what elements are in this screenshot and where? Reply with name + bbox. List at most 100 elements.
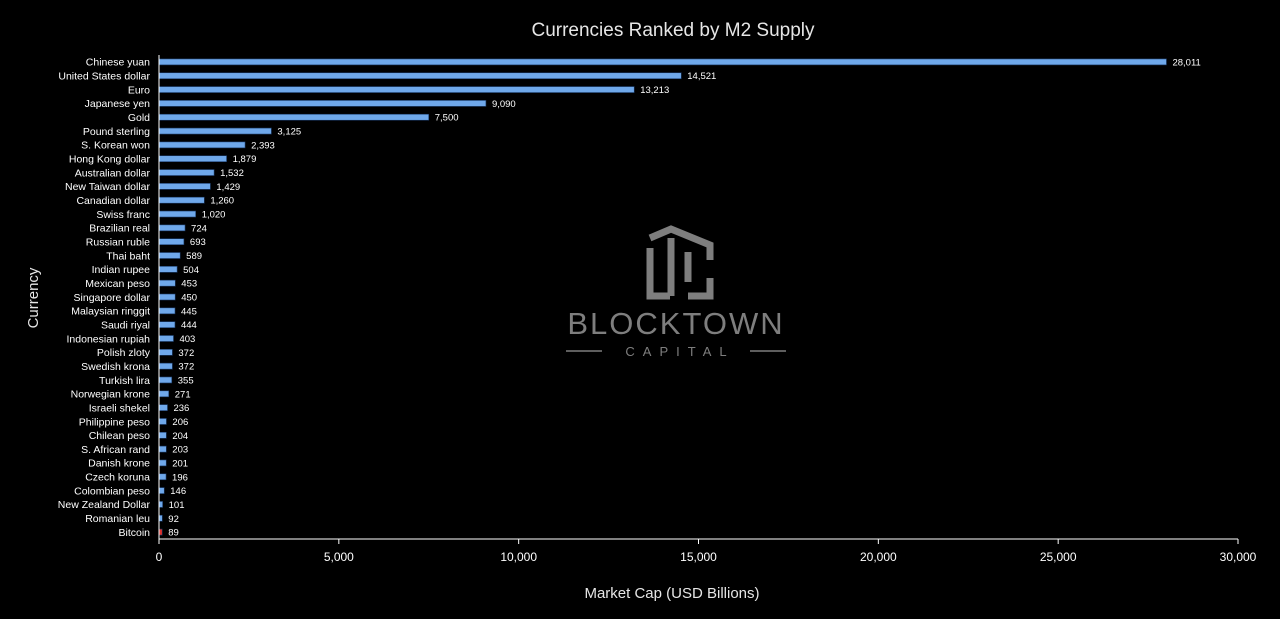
category-label-new-zealand-dollar: New Zealand Dollar: [58, 499, 151, 511]
category-label-chilean-peso: Chilean peso: [89, 430, 150, 442]
logo-mark: [646, 225, 714, 300]
category-label-indonesian-rupiah: Indonesian rupiah: [67, 333, 151, 345]
category-label-indian-rupee: Indian rupee: [92, 264, 151, 276]
bar-philippine-peso: [158, 418, 167, 425]
value-label-colombian-peso: 146: [170, 486, 186, 497]
category-label-saudi-riyal: Saudi riyal: [101, 319, 150, 331]
bar-s-korean-won: [158, 141, 246, 149]
category-label-swiss-franc: Swiss franc: [96, 209, 150, 221]
bar-turkish-lira: [158, 376, 173, 384]
value-label-japanese-yen: 9,090: [492, 99, 516, 110]
category-label-united-states-dollar: United States dollar: [58, 71, 150, 83]
bar-japanese-yen: [158, 100, 487, 107]
value-label-philippine-peso: 206: [172, 417, 188, 428]
bar-danish-krone: [158, 459, 167, 467]
bar-euro: [158, 86, 635, 93]
category-label-russian-ruble: Russian ruble: [86, 236, 150, 248]
category-label-singapore-dollar: Singapore dollar: [74, 292, 151, 304]
category-label-bitcoin: Bitcoin: [118, 527, 150, 539]
value-label-chilean-peso: 204: [172, 431, 188, 442]
chart-title: Currencies Ranked by M2 Supply: [531, 20, 815, 41]
value-label-chinese-yuan: 28,011: [1172, 57, 1200, 68]
bar-pound-sterling: [158, 127, 272, 135]
value-label-bitcoin: 89: [168, 528, 179, 539]
category-label-philippine-peso: Philippine peso: [79, 416, 150, 428]
y-axis-title: Currency: [25, 267, 42, 328]
x-ticks: 0 5,000 10,000 15,000 20,000 25,000 30,000: [156, 539, 1257, 564]
value-label-norwegian-krone: 271: [175, 389, 191, 400]
value-label-thai-baht: 589: [186, 251, 202, 262]
value-label-united-states-dollar: 14,521: [687, 71, 716, 82]
category-label-euro: Euro: [128, 84, 150, 96]
category-label-israeli-shekel: Israeli shekel: [89, 402, 150, 414]
x-tick-label: 10,000: [500, 550, 537, 564]
value-label-s-african-rand: 203: [172, 445, 188, 456]
bar-chilean-peso: [158, 431, 167, 439]
bar-new-taiwan-dollar: [158, 183, 211, 190]
bar-canadian-dollar: [158, 196, 205, 204]
bar-chinese-yuan: [158, 58, 1167, 66]
value-label-saudi-riyal: 444: [181, 320, 197, 331]
x-axis-title: Market Cap (USD Billions): [584, 585, 759, 602]
value-label-swedish-krona: 372: [178, 362, 194, 373]
bar-indian-rupee: [158, 266, 178, 273]
bar-new-zealand-dollar: [158, 501, 163, 508]
x-tick-label: 25,000: [1040, 550, 1077, 564]
watermark-sub: CAPITAL: [625, 344, 734, 359]
value-label-indonesian-rupiah: 403: [179, 334, 195, 345]
x-tick-label: 30,000: [1220, 550, 1257, 564]
category-label-brazilian-real: Brazilian real: [89, 223, 150, 235]
category-label-romanian-leu: Romanian leu: [85, 513, 150, 525]
category-label-mexican-peso: Mexican peso: [85, 278, 150, 290]
bar-singapore-dollar: [158, 293, 176, 301]
value-label-israeli-shekel: 236: [173, 403, 189, 414]
value-label-australian-dollar: 1,532: [220, 168, 244, 179]
value-label-romanian-leu: 92: [168, 514, 179, 525]
x-tick-label: 0: [156, 550, 163, 564]
bar-russian-ruble: [158, 238, 185, 245]
bar-colombian-peso: [158, 487, 165, 494]
bar-swiss-franc: [158, 210, 196, 218]
bar-israeli-shekel: [158, 404, 168, 411]
category-label-thai-baht: Thai baht: [106, 250, 150, 262]
value-label-czech-koruna: 196: [172, 472, 188, 483]
category-label-danish-krone: Danish krone: [88, 458, 150, 470]
category-label-canadian-dollar: Canadian dollar: [76, 195, 150, 207]
bar-mexican-peso: [158, 279, 176, 287]
category-label-new-taiwan-dollar: New Taiwan dollar: [65, 181, 151, 193]
category-label-pound-sterling: Pound sterling: [83, 126, 150, 138]
bar-united-states-dollar: [158, 72, 682, 80]
value-label-new-zealand-dollar: 101: [169, 500, 185, 511]
x-tick-label: 15,000: [680, 550, 717, 564]
value-label-new-taiwan-dollar: 1,429: [216, 182, 240, 193]
category-label-australian-dollar: Australian dollar: [75, 167, 151, 179]
value-label-mexican-peso: 453: [181, 279, 197, 290]
category-label-malaysian-ringgit: Malaysian ringgit: [71, 306, 150, 318]
bar-malaysian-ringgit: [158, 307, 176, 315]
category-label-turkish-lira: Turkish lira: [99, 375, 150, 387]
bar-australian-dollar: [158, 169, 215, 176]
category-label-s-korean-won: S. Korean won: [81, 140, 150, 152]
value-label-malaysian-ringgit: 445: [181, 306, 197, 317]
value-label-pound-sterling: 3,125: [277, 127, 301, 138]
value-label-turkish-lira: 355: [178, 375, 194, 386]
bar-thai-baht: [158, 252, 181, 259]
value-label-singapore-dollar: 450: [181, 293, 197, 304]
category-label-japanese-yen: Japanese yen: [85, 98, 151, 110]
category-label-norwegian-krone: Norwegian krone: [71, 389, 151, 401]
category-label-swedish-krona: Swedish krona: [81, 361, 150, 373]
bar-czech-koruna: [158, 473, 167, 481]
x-tick-label: 5,000: [324, 550, 354, 564]
value-label-swiss-franc: 1,020: [202, 210, 226, 221]
category-label-chinese-yuan: Chinese yuan: [86, 57, 150, 69]
blocktown-logo: BLOCKTOWN CAPITAL: [566, 225, 786, 359]
value-label-hong-kong-dollar: 1,879: [233, 154, 257, 165]
category-label-polish-zloty: Polish zloty: [97, 347, 151, 359]
bar-s-african-rand: [158, 445, 167, 453]
value-label-russian-ruble: 693: [190, 237, 206, 248]
category-label-gold: Gold: [128, 112, 150, 124]
bar-swedish-krona: [158, 362, 173, 370]
value-label-s-korean-won: 2,393: [251, 140, 275, 151]
